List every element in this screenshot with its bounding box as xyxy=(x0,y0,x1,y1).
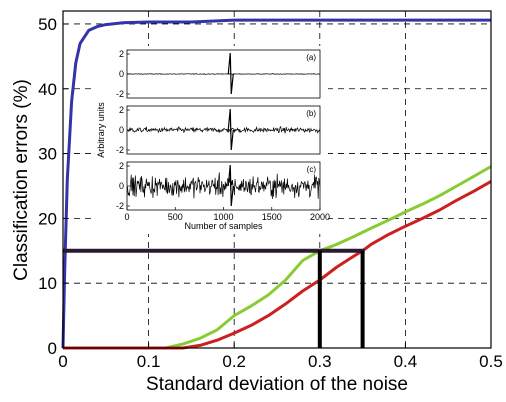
inset-y-tick-label: 0 xyxy=(119,125,124,135)
inset-panel-label: (a) xyxy=(306,53,316,62)
x-tick-label: 0.2 xyxy=(222,352,246,371)
inset-spike xyxy=(227,52,234,95)
inset-y-tick-label: 0 xyxy=(119,69,124,79)
inset-spike xyxy=(227,108,234,151)
inset-signal xyxy=(127,73,321,75)
x-tick-label: 0.5 xyxy=(479,352,503,371)
x-tick-label: 0.4 xyxy=(394,352,418,371)
inset-y-tick-label: 0 xyxy=(119,181,124,191)
inset-y-tick-label: 2 xyxy=(119,161,124,171)
y-tick-label: 50 xyxy=(38,15,57,34)
x-tick-label: 0.1 xyxy=(137,352,161,371)
inset-x-tick-label: 1000 xyxy=(213,212,233,222)
y-tick-label: 30 xyxy=(38,145,57,164)
inset-y-tick-label: -2 xyxy=(116,145,124,155)
inset-y-tick-label: 2 xyxy=(119,105,124,115)
y-axis-title: Classification errors (%) xyxy=(11,79,32,281)
inset-y-axis-title: Arbitrary units xyxy=(96,102,106,158)
inset-signal xyxy=(126,125,321,134)
y-tick-label: 40 xyxy=(38,80,57,99)
marker-layer xyxy=(63,248,365,348)
inset-y-tick-label: 2 xyxy=(119,49,124,59)
inset-y-tick-label: -2 xyxy=(116,89,124,99)
inset-x-tick-label: 0 xyxy=(124,212,129,222)
series-line-red xyxy=(63,180,492,350)
inset-x-axis-title: Number of samples xyxy=(184,221,263,231)
inset-x-tick-label: 500 xyxy=(168,212,183,222)
y-tick-label: 0 xyxy=(48,339,57,358)
inset-x-tick-label: 1500 xyxy=(262,212,282,222)
inset-x-tick-label: 2000 xyxy=(310,212,330,222)
y-tick-label: 20 xyxy=(38,209,57,228)
inset-signal xyxy=(126,172,321,200)
inset-panel-label: (c) xyxy=(307,165,317,174)
inset-y-tick-label: -2 xyxy=(116,201,124,211)
inset: 20-2(a)20-2(b)20-2(c)0 500 1000 1500 2000Num… xyxy=(92,46,330,234)
plot-frame xyxy=(62,10,492,349)
x-axis-title: Standard deviation of the noise xyxy=(146,374,408,395)
inset-spike xyxy=(227,164,234,207)
x-tick-label: 0 xyxy=(58,352,67,371)
series-line-blue xyxy=(61,18,491,349)
y-tick-label: 10 xyxy=(38,274,57,293)
x-tick-label: 0.3 xyxy=(308,352,332,371)
inset-panel-label: (b) xyxy=(306,109,316,118)
